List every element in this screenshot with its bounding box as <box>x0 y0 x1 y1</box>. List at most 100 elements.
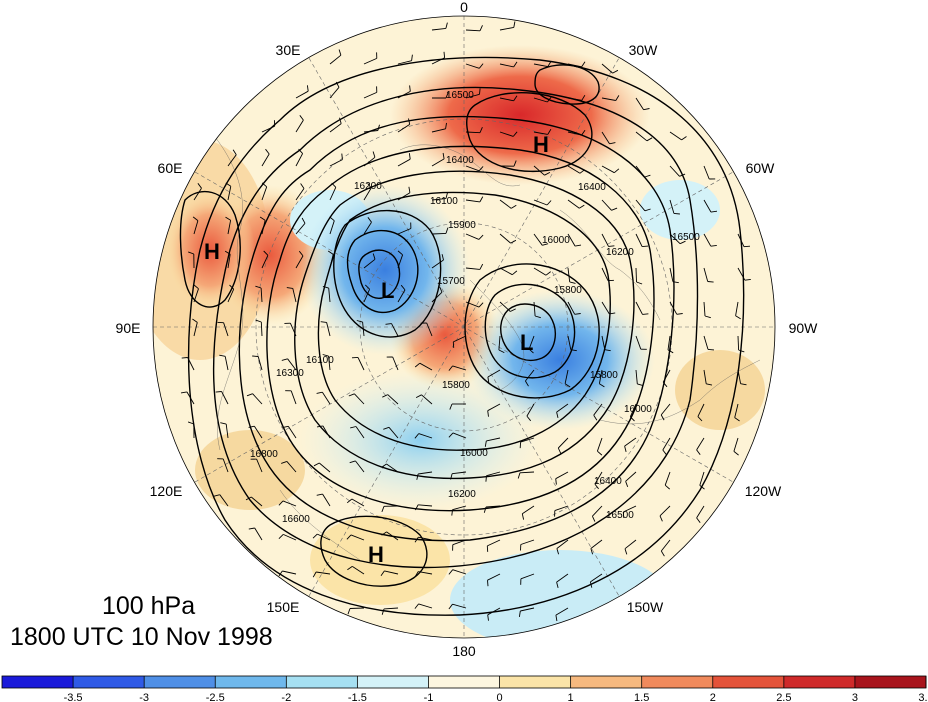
wind-barb <box>590 539 603 549</box>
wind-barb-flag <box>517 472 521 479</box>
wind-barb-flag <box>696 449 701 455</box>
wind-barb <box>260 287 263 303</box>
wind-barb-flag <box>450 473 453 480</box>
wind-barb-flag <box>451 509 453 516</box>
wind-barb-flag <box>710 210 718 213</box>
wind-barb <box>387 394 399 405</box>
wind-barb-flag <box>215 391 222 393</box>
wind-barb <box>594 471 603 485</box>
wind-barb-flag <box>637 383 644 387</box>
wind-barb-flag <box>439 286 443 293</box>
wind-barb <box>465 301 480 308</box>
wind-barb <box>261 255 269 269</box>
wind-barb-flag <box>312 533 318 539</box>
wind-barb <box>567 267 571 282</box>
wind-barb <box>397 124 410 133</box>
wind-barb <box>322 425 331 439</box>
contour-label: 16200 <box>606 247 634 258</box>
wind-barb-flag <box>414 433 420 439</box>
wind-barb <box>629 403 637 417</box>
wind-barb-flag <box>255 285 262 289</box>
wind-barb <box>418 603 433 609</box>
wind-barb-flag <box>547 61 552 67</box>
wind-barb <box>737 233 745 247</box>
wind-barbs <box>180 21 751 622</box>
wind-barb-flag <box>744 278 751 281</box>
wind-barb <box>465 165 480 172</box>
wind-barb <box>351 498 365 507</box>
lon-label-150w: 150W <box>627 599 664 615</box>
wind-barb-flag <box>286 287 293 289</box>
wind-barb-flag <box>697 416 703 422</box>
wind-barb-flag <box>589 581 593 588</box>
wind-barb-flag <box>579 204 585 209</box>
wind-barb-flag <box>478 302 484 308</box>
wind-barb-flag <box>611 207 618 211</box>
wind-barb-flag <box>367 183 372 189</box>
wind-barb <box>601 301 610 315</box>
lon-label-60w: 60W <box>746 160 776 176</box>
wind-barb <box>520 607 535 612</box>
colorbar-swatch <box>641 676 714 688</box>
wind-barb-flag <box>660 414 665 421</box>
wind-barb-flag <box>513 21 516 28</box>
wind-barb-flag <box>188 251 194 255</box>
wind-barb-flag <box>298 148 303 154</box>
wind-barb <box>703 335 709 350</box>
wind-barb <box>283 533 297 541</box>
wind-barb-flag <box>281 460 288 464</box>
wind-barb-flag <box>259 216 266 221</box>
wind-barb-flag <box>483 506 487 513</box>
wind-barb <box>316 571 331 575</box>
wind-barb-flag <box>442 152 445 159</box>
wind-barb <box>737 369 742 384</box>
wind-barb <box>452 505 467 511</box>
wind-barb <box>290 390 297 405</box>
wind-barb <box>219 494 229 507</box>
wind-barb <box>533 199 548 206</box>
wind-barb <box>635 233 643 247</box>
wind-barb <box>363 130 378 133</box>
wind-barb <box>669 165 680 177</box>
contour-label: 16000 <box>542 235 570 246</box>
wind-barb <box>499 131 514 137</box>
wind-barb <box>426 322 433 337</box>
wind-barb-flag <box>593 414 598 421</box>
wind-barb <box>737 335 740 351</box>
wind-barb <box>418 504 433 507</box>
wind-barb-flag <box>411 54 413 61</box>
wind-barb-flag <box>322 354 329 357</box>
colorbar-swatch <box>357 676 429 688</box>
wind-barb <box>282 500 297 507</box>
wind-barb <box>669 233 681 245</box>
wind-barb <box>601 267 609 281</box>
wind-barb <box>533 233 543 246</box>
colorbar-tick-label: -1.5 <box>348 692 367 702</box>
wind-barb <box>326 322 331 337</box>
wind-barb-flag <box>510 308 516 312</box>
wind-barb <box>363 187 372 201</box>
valid-time-label: 1800 UTC 10 Nov 1998 <box>10 623 273 651</box>
wind-barb <box>260 321 263 337</box>
wind-barb-flag <box>408 186 411 193</box>
colorbar-tick-label: 0 <box>496 692 502 702</box>
wind-barb-flag <box>301 217 306 224</box>
contour-line <box>333 209 442 338</box>
wind-barb <box>292 288 297 303</box>
wind-barb <box>329 187 337 201</box>
high-marker: H <box>533 132 549 157</box>
wind-barb <box>329 87 340 99</box>
wind-barb <box>397 289 406 303</box>
wind-barb <box>486 471 501 477</box>
contour-label: 15800 <box>590 370 618 381</box>
wind-barb-flag <box>542 243 549 246</box>
wind-barb-flag <box>245 496 252 501</box>
wind-barb <box>485 505 501 508</box>
wind-barb-flag <box>591 516 596 522</box>
wind-barb-flag <box>510 239 517 244</box>
wind-barb-flag <box>590 548 594 555</box>
wind-barb-flag <box>484 440 487 447</box>
wind-barb-flag <box>479 196 484 203</box>
wind-barb <box>431 27 446 31</box>
wind-barb-flag <box>322 285 329 289</box>
